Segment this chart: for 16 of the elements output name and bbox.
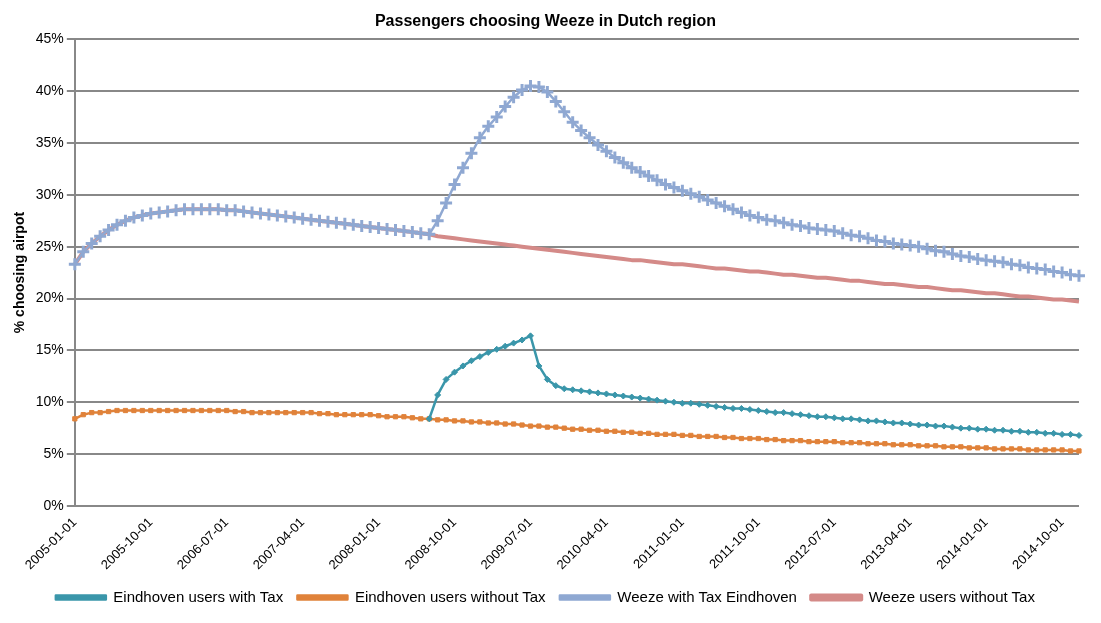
y-tick-label: 35%	[35, 133, 64, 150]
y-tick-label: 10%	[35, 393, 64, 410]
legend-label: Weeze with Tax Eindhoven	[617, 587, 797, 605]
y-tick-label: 15%	[35, 341, 64, 358]
y-tick-label: 45%	[35, 30, 64, 47]
chart-title: Passengers choosing Weeze in Dutch region	[374, 12, 717, 30]
legend-label: Weeze users without Tax	[868, 587, 1036, 605]
y-tick-label: 40%	[35, 81, 64, 98]
y-axis-title: % choosing airpot	[11, 211, 28, 334]
y-tick-label: 5%	[43, 444, 64, 461]
legend-label: Eindhoven users without Tax	[354, 587, 547, 605]
legend-label: Eindhoven users with Tax	[113, 587, 284, 605]
y-tick-label: 25%	[35, 237, 64, 254]
y-tick-label: 30%	[35, 185, 64, 202]
y-tick-label: 20%	[35, 289, 64, 306]
y-tick-label: 0%	[43, 496, 64, 513]
